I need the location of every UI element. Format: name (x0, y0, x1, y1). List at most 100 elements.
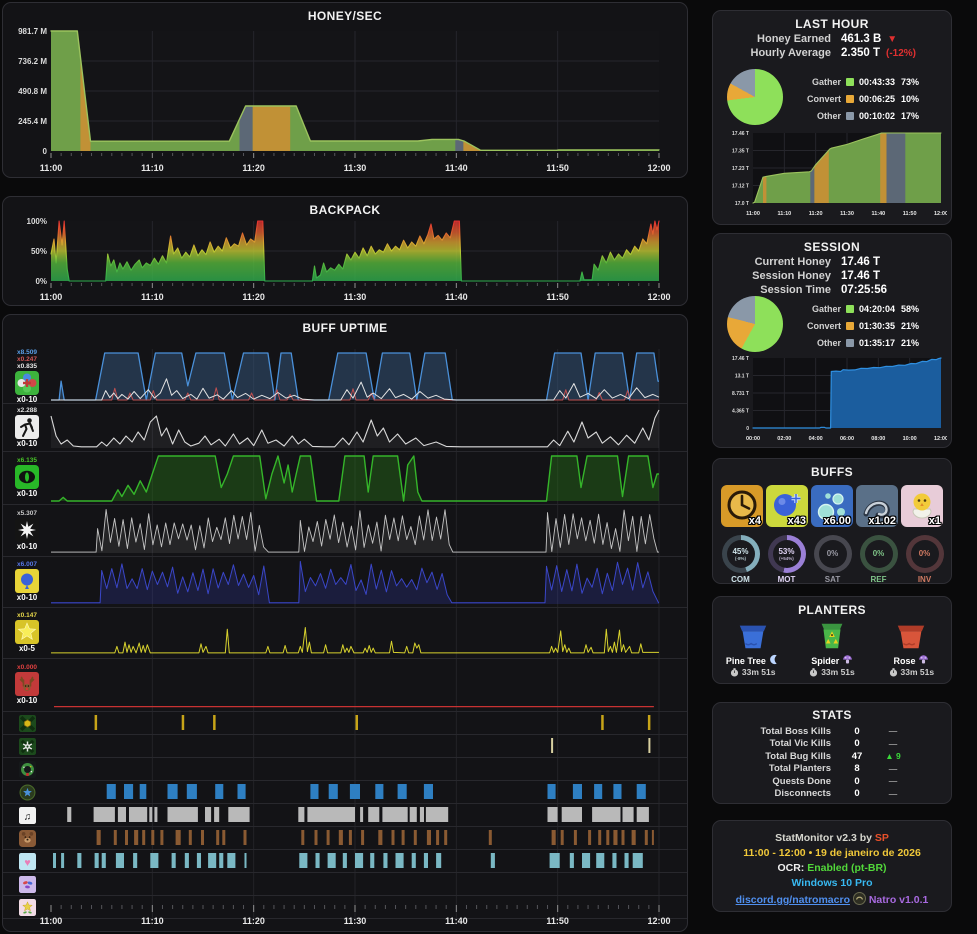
legend-swatch (846, 77, 854, 86)
uptime-bar (113, 830, 117, 845)
field-boost-icon (4, 371, 50, 395)
value-range-label: x0-10 (16, 438, 38, 448)
gauge-value: 53% (778, 546, 795, 556)
svg-text:981.7 M: 981.7 M (18, 27, 47, 36)
buff-row-legend: x0.000 x0-10 (4, 664, 50, 705)
uptime-bar (601, 715, 604, 730)
uptime-bar (355, 853, 364, 868)
session-legend: Gather 04:20:04 58% Convert 01:30:35 21% Other… (797, 300, 919, 352)
uptime-bar (237, 784, 246, 799)
planter-pot-icon (796, 619, 868, 653)
uptime-bar (391, 830, 395, 845)
legend-swatch (846, 111, 854, 120)
uptime-bar (326, 830, 330, 845)
buff-row-snowflake-badge (3, 735, 687, 758)
uptime-bar (149, 807, 153, 822)
gauge-delta: (-8%) (735, 555, 746, 561)
info-panel: StatMonitor v2.3 by SP 11:00 - 12:00 • 1… (712, 820, 952, 912)
uptime-bar (175, 830, 181, 845)
session-pie-chart (727, 296, 783, 352)
current-honey-value: 17.46 T (841, 256, 880, 268)
stat-row-total-vic-kills: Total Vic Kills 0 — (713, 738, 951, 751)
uptime-bar (551, 738, 554, 753)
legend-label: Convert (806, 320, 841, 331)
buff-row-plot (51, 505, 660, 556)
uptime-bar (53, 853, 56, 868)
svg-text:11:40: 11:40 (445, 163, 468, 173)
svg-text:8.731 T: 8.731 T (732, 391, 749, 397)
hourly-average-row: Hourly Average 2.350 T (-12%) (713, 47, 951, 59)
uptime-bar (167, 784, 178, 799)
stat-label: Total Vic Kills (769, 738, 831, 750)
uptime-bar (228, 807, 250, 822)
stat-value: 0 (854, 738, 860, 750)
buffs-title: BUFFS (811, 465, 853, 479)
active-buff-icons: x4 x43 x6.00 x1.02 x1 (721, 485, 943, 527)
uptime-bar (411, 853, 416, 868)
session-pie-block: Gather 04:20:04 58% Convert 01:30:35 21% Other… (727, 296, 919, 352)
uptime-bar (348, 830, 352, 845)
stat-delta: — (888, 776, 898, 787)
uptime-bar (606, 830, 610, 845)
gauge-sat: 0% SAT (813, 535, 852, 584)
runner-icon (4, 414, 50, 439)
stat-row-quests-done: Quests Done 0 — (713, 775, 951, 788)
uptime-bar (101, 853, 106, 868)
buff-row-balloon: x6.007 x0-10 (3, 557, 687, 608)
uptime-bar (636, 807, 649, 822)
session-honey-label: Session Honey (752, 270, 831, 282)
planter-name: Pine Tree (717, 654, 789, 666)
timer-icon (730, 667, 738, 677)
buff-row-legend (4, 760, 50, 778)
backpack-panel: BACKPACK 11:00 11:10 11:20 11:30 11:40 11:50 1… (2, 196, 688, 306)
uptime-bar (636, 784, 646, 799)
uptime-bar (315, 853, 320, 868)
heart-icon: ♥ (4, 853, 50, 870)
gauge-label: SAT (824, 575, 841, 584)
uptime-bar (201, 830, 204, 845)
starburst-icon (4, 517, 50, 542)
legend-label: Gather (811, 76, 841, 87)
planter-name: Rose (875, 654, 947, 666)
line-series (50, 220, 660, 282)
buff-row-reindeer: x0.000 x0-10 (3, 659, 687, 712)
svg-text:♥: ♥ (24, 857, 30, 869)
uptime-bar (216, 830, 220, 845)
legend-time: 01:30:35 (859, 320, 896, 331)
buff-row-plot (151, 873, 660, 895)
stat-label: Total Boss Kills (760, 725, 831, 737)
uptime-bar (314, 830, 318, 845)
honey-panel-title: HONEY/SEC (307, 9, 383, 23)
gauge-label: MOT (777, 575, 796, 584)
buff-row-star: x0.147 x0-5 (3, 608, 687, 659)
uptime-bar (632, 853, 643, 868)
uptime-bar (409, 807, 417, 822)
discord-link[interactable]: discord.gg/natromacro (735, 894, 850, 906)
buff-row-legend (4, 737, 50, 755)
activity-band (886, 133, 906, 203)
planter-pot-icon (717, 619, 789, 653)
stat-value: 0 (854, 725, 860, 737)
stat-row-total-planters: Total Planters 8 — (713, 763, 951, 776)
uptime-bar (298, 807, 305, 822)
buff-row-legend: x6.135 x0-10 (4, 457, 50, 498)
svg-text:11:40: 11:40 (445, 292, 468, 302)
uptime-bar (227, 853, 236, 868)
buff-row-starburst: x5.307 x0-10 (3, 505, 687, 557)
moon-icon (768, 654, 779, 666)
svg-text:17.23 T: 17.23 T (732, 166, 749, 172)
uptime-bar (133, 853, 138, 868)
buff-row-jelly (3, 873, 687, 896)
snowflake-badge-icon (4, 738, 50, 755)
uptime-bar (594, 784, 603, 799)
multiplier-badge: x0.835 (17, 363, 37, 370)
uptime-bar (378, 830, 383, 845)
uptime-bar (307, 807, 355, 822)
hourly-average-delta: (-12%) (886, 47, 917, 59)
legend-swatch (846, 321, 854, 330)
uptime-bar (644, 830, 648, 845)
uptime-bar (96, 830, 101, 845)
buff-row-star-ring (3, 781, 687, 804)
uptime-bar (188, 830, 192, 845)
svg-text:♫: ♫ (23, 811, 30, 822)
